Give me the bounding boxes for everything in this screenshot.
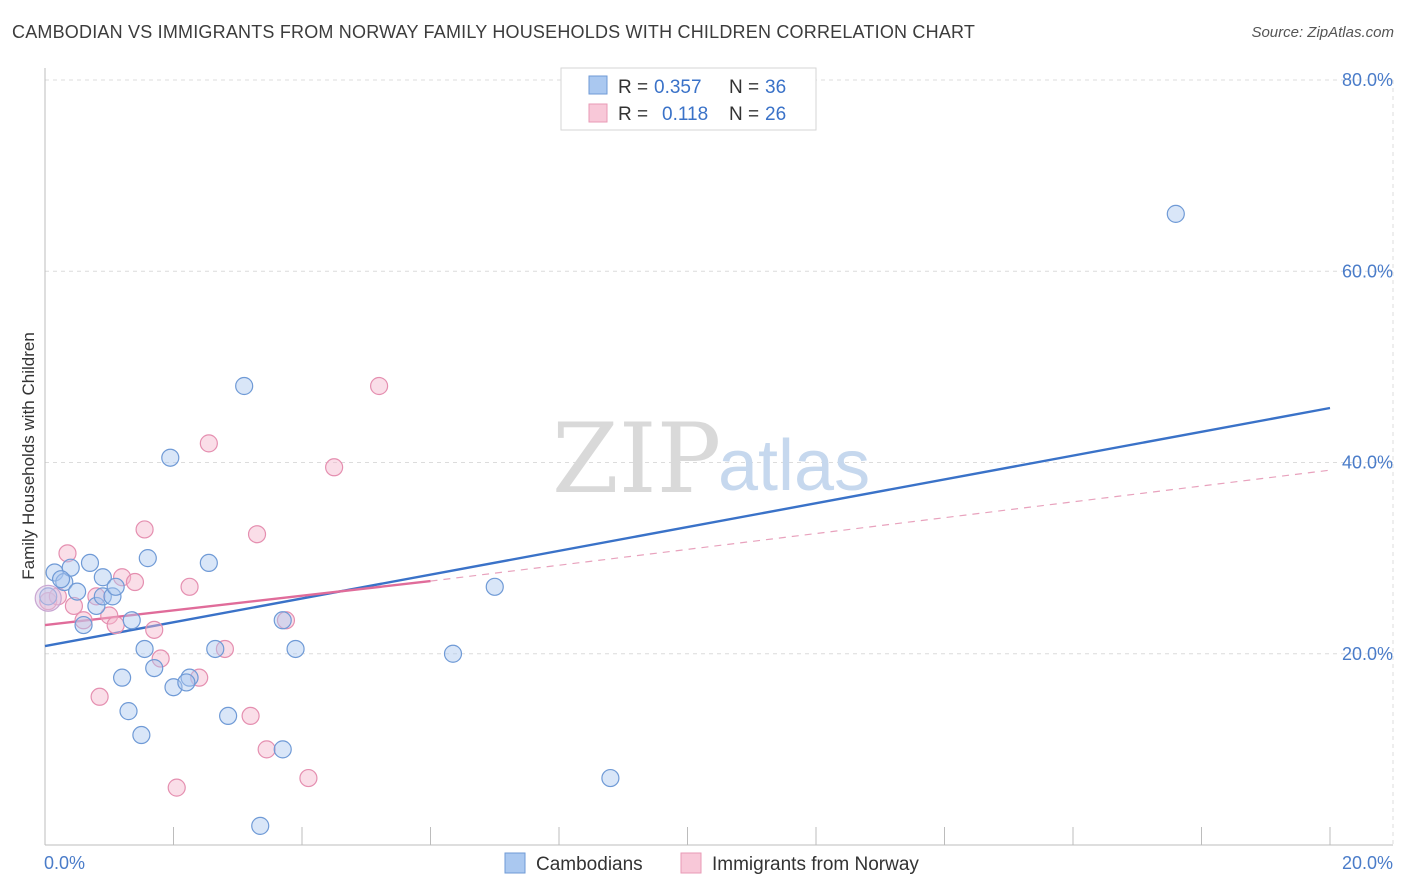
data-point-norway [370,376,389,396]
legend-n-value-1: 36 [765,77,786,98]
data-point-cambodians [106,577,125,596]
watermark-atlas: atlas [718,426,870,506]
data-point-cambodians [74,615,93,635]
data-point-norway [100,606,119,625]
legend-r-label-2: R = [618,104,648,125]
data-point-cambodians [273,740,292,759]
legend-swatch-blue [588,75,608,95]
data-point-cambodians [235,376,254,396]
data-point-cambodians [161,448,180,467]
data-point-norway [125,572,145,592]
data-point-cambodians [68,582,87,601]
data-point-norway [106,615,125,635]
data-point-norway [64,596,84,616]
data-point-cambodians [601,768,620,788]
y-tick-label: 20.0% [1342,644,1393,664]
data-point-cambodians [93,568,112,587]
data-point-cambodians [132,725,151,745]
data-point-cambodians [135,639,154,659]
y-tick-label: 40.0% [1342,453,1393,473]
axes [44,68,1393,846]
data-point-cambodians [485,577,504,596]
data-point-cambodians [93,587,112,606]
data-point-cambodians [87,596,106,616]
data-point-norway [215,639,234,659]
data-point-cambodians [103,587,122,606]
series-legend: Cambodians Immigrants from Norway [504,852,919,875]
x-tick-label: 0.0% [44,853,85,873]
data-point-cambodians [219,706,238,726]
stats-legend: R = 0.357 N = 36 R = 0.118 N = 26 [560,67,817,131]
trend-line-norway-extended [430,469,1331,582]
data-point-norway [299,768,318,788]
data-point-cambodians [138,549,157,568]
data-point-cambodians [177,673,196,692]
y-axis-title: Family Households with Children [19,332,38,580]
source-label: Source: ZipAtlas.com [1251,24,1394,41]
data-point-norway [167,778,186,797]
grid-lines [45,79,1394,845]
legend-cambodians-label: Cambodians [536,854,643,875]
legend-n-label-2: N = [729,104,759,125]
data-point-cambodians [122,611,141,630]
legend-norway-label: Immigrants from Norway [712,854,919,875]
data-point-cambodians [51,570,71,589]
data-point-cambodians [119,702,138,721]
data-point-norway [145,620,164,639]
data-point-cambodians [443,644,463,663]
trend-lines [44,406,1331,648]
data-point-norway [58,544,77,563]
data-point-norway [241,706,260,726]
x-tick-label: 20.0% [1342,853,1393,873]
data-point-norway [87,587,106,606]
data-point-cambodians [199,553,218,573]
data-point-norway [199,434,218,453]
watermark: ZIP atlas [552,403,870,515]
legend-r-value-1: 0.357 [654,77,702,98]
data-point-cluster [34,584,62,612]
data-point-norway [74,611,93,630]
trend-line-norway [44,579,431,627]
data-point-cambodians [1166,204,1185,223]
legend-n-value-2: 26 [765,104,786,125]
legend-n-label-1: N = [729,77,759,98]
data-point-cambodians [251,816,270,835]
data-points [34,204,1185,835]
trend-line-cambodians [44,406,1331,648]
data-point-cambodians [112,668,132,687]
data-point-norway [180,577,199,596]
data-point-norway [90,687,109,706]
watermark-zip: ZIP [552,403,721,515]
data-point-norway [135,520,154,539]
legend-cambodians-swatch [504,852,526,874]
data-point-norway [257,740,276,759]
x-tick-labels: 0.0% 20.0% [44,853,1393,873]
chart-title: CAMBODIAN VS IMMIGRANTS FROM NORWAY FAMI… [12,22,976,42]
y-tick-label: 60.0% [1342,261,1393,281]
data-point-cambodians [273,611,292,630]
legend-swatch-pink [588,103,608,123]
legend-r-label-1: R = [618,77,648,98]
data-point-cambodians [206,639,225,659]
data-point-cambodians [286,639,305,659]
data-point-cambodians [145,658,164,678]
y-tick-label: 80.0% [1342,70,1393,90]
legend-r-value-2: 0.118 [662,104,708,125]
data-point-cambodians [80,553,100,573]
y-tick-labels: 20.0% 40.0% 60.0% 80.0% [1342,70,1393,664]
legend-norway-swatch [680,852,702,874]
data-point-norway [151,649,170,668]
data-point-norway [325,458,344,477]
data-point-norway [247,525,267,544]
